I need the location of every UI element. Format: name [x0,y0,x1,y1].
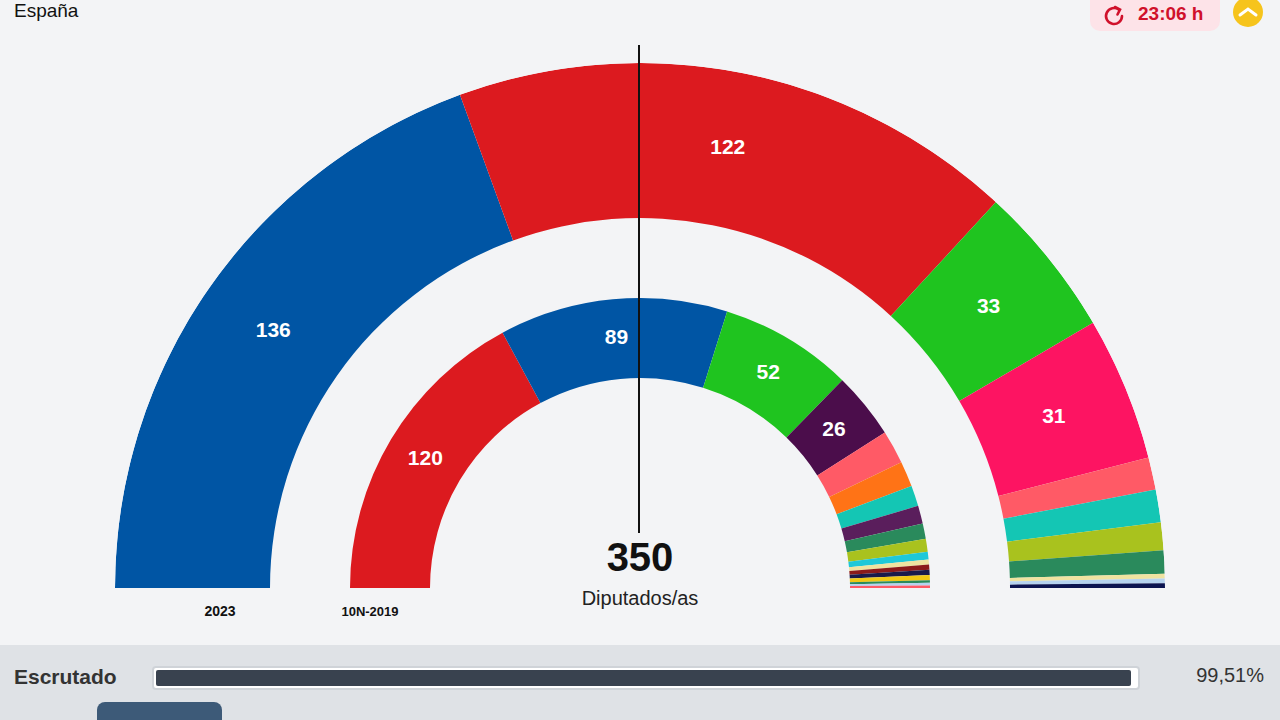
html-text:10N-2019: 10N-2019 [341,604,399,619]
svg-text:26: 26 [822,417,845,440]
svg-text:31: 31 [1042,404,1066,427]
svg-text:120: 120 [408,446,443,469]
html-text:2023: 2023 [204,603,236,619]
html-text:23:06 h: 23:06 h [1138,3,1204,24]
svg-text:89: 89 [605,325,628,348]
html-text:99,51%: 99,51% [1196,664,1264,686]
html-text:España: España [14,0,79,21]
html-text:Diputados/as: Diputados/as [581,587,699,609]
html-text:Escrutado: Escrutado [14,665,117,688]
svg-text:52: 52 [757,360,780,383]
html-text:350: 350 [606,535,674,579]
svg-text:136: 136 [256,318,291,341]
svg-text:33: 33 [977,294,1000,317]
svg-text:122: 122 [710,135,745,158]
